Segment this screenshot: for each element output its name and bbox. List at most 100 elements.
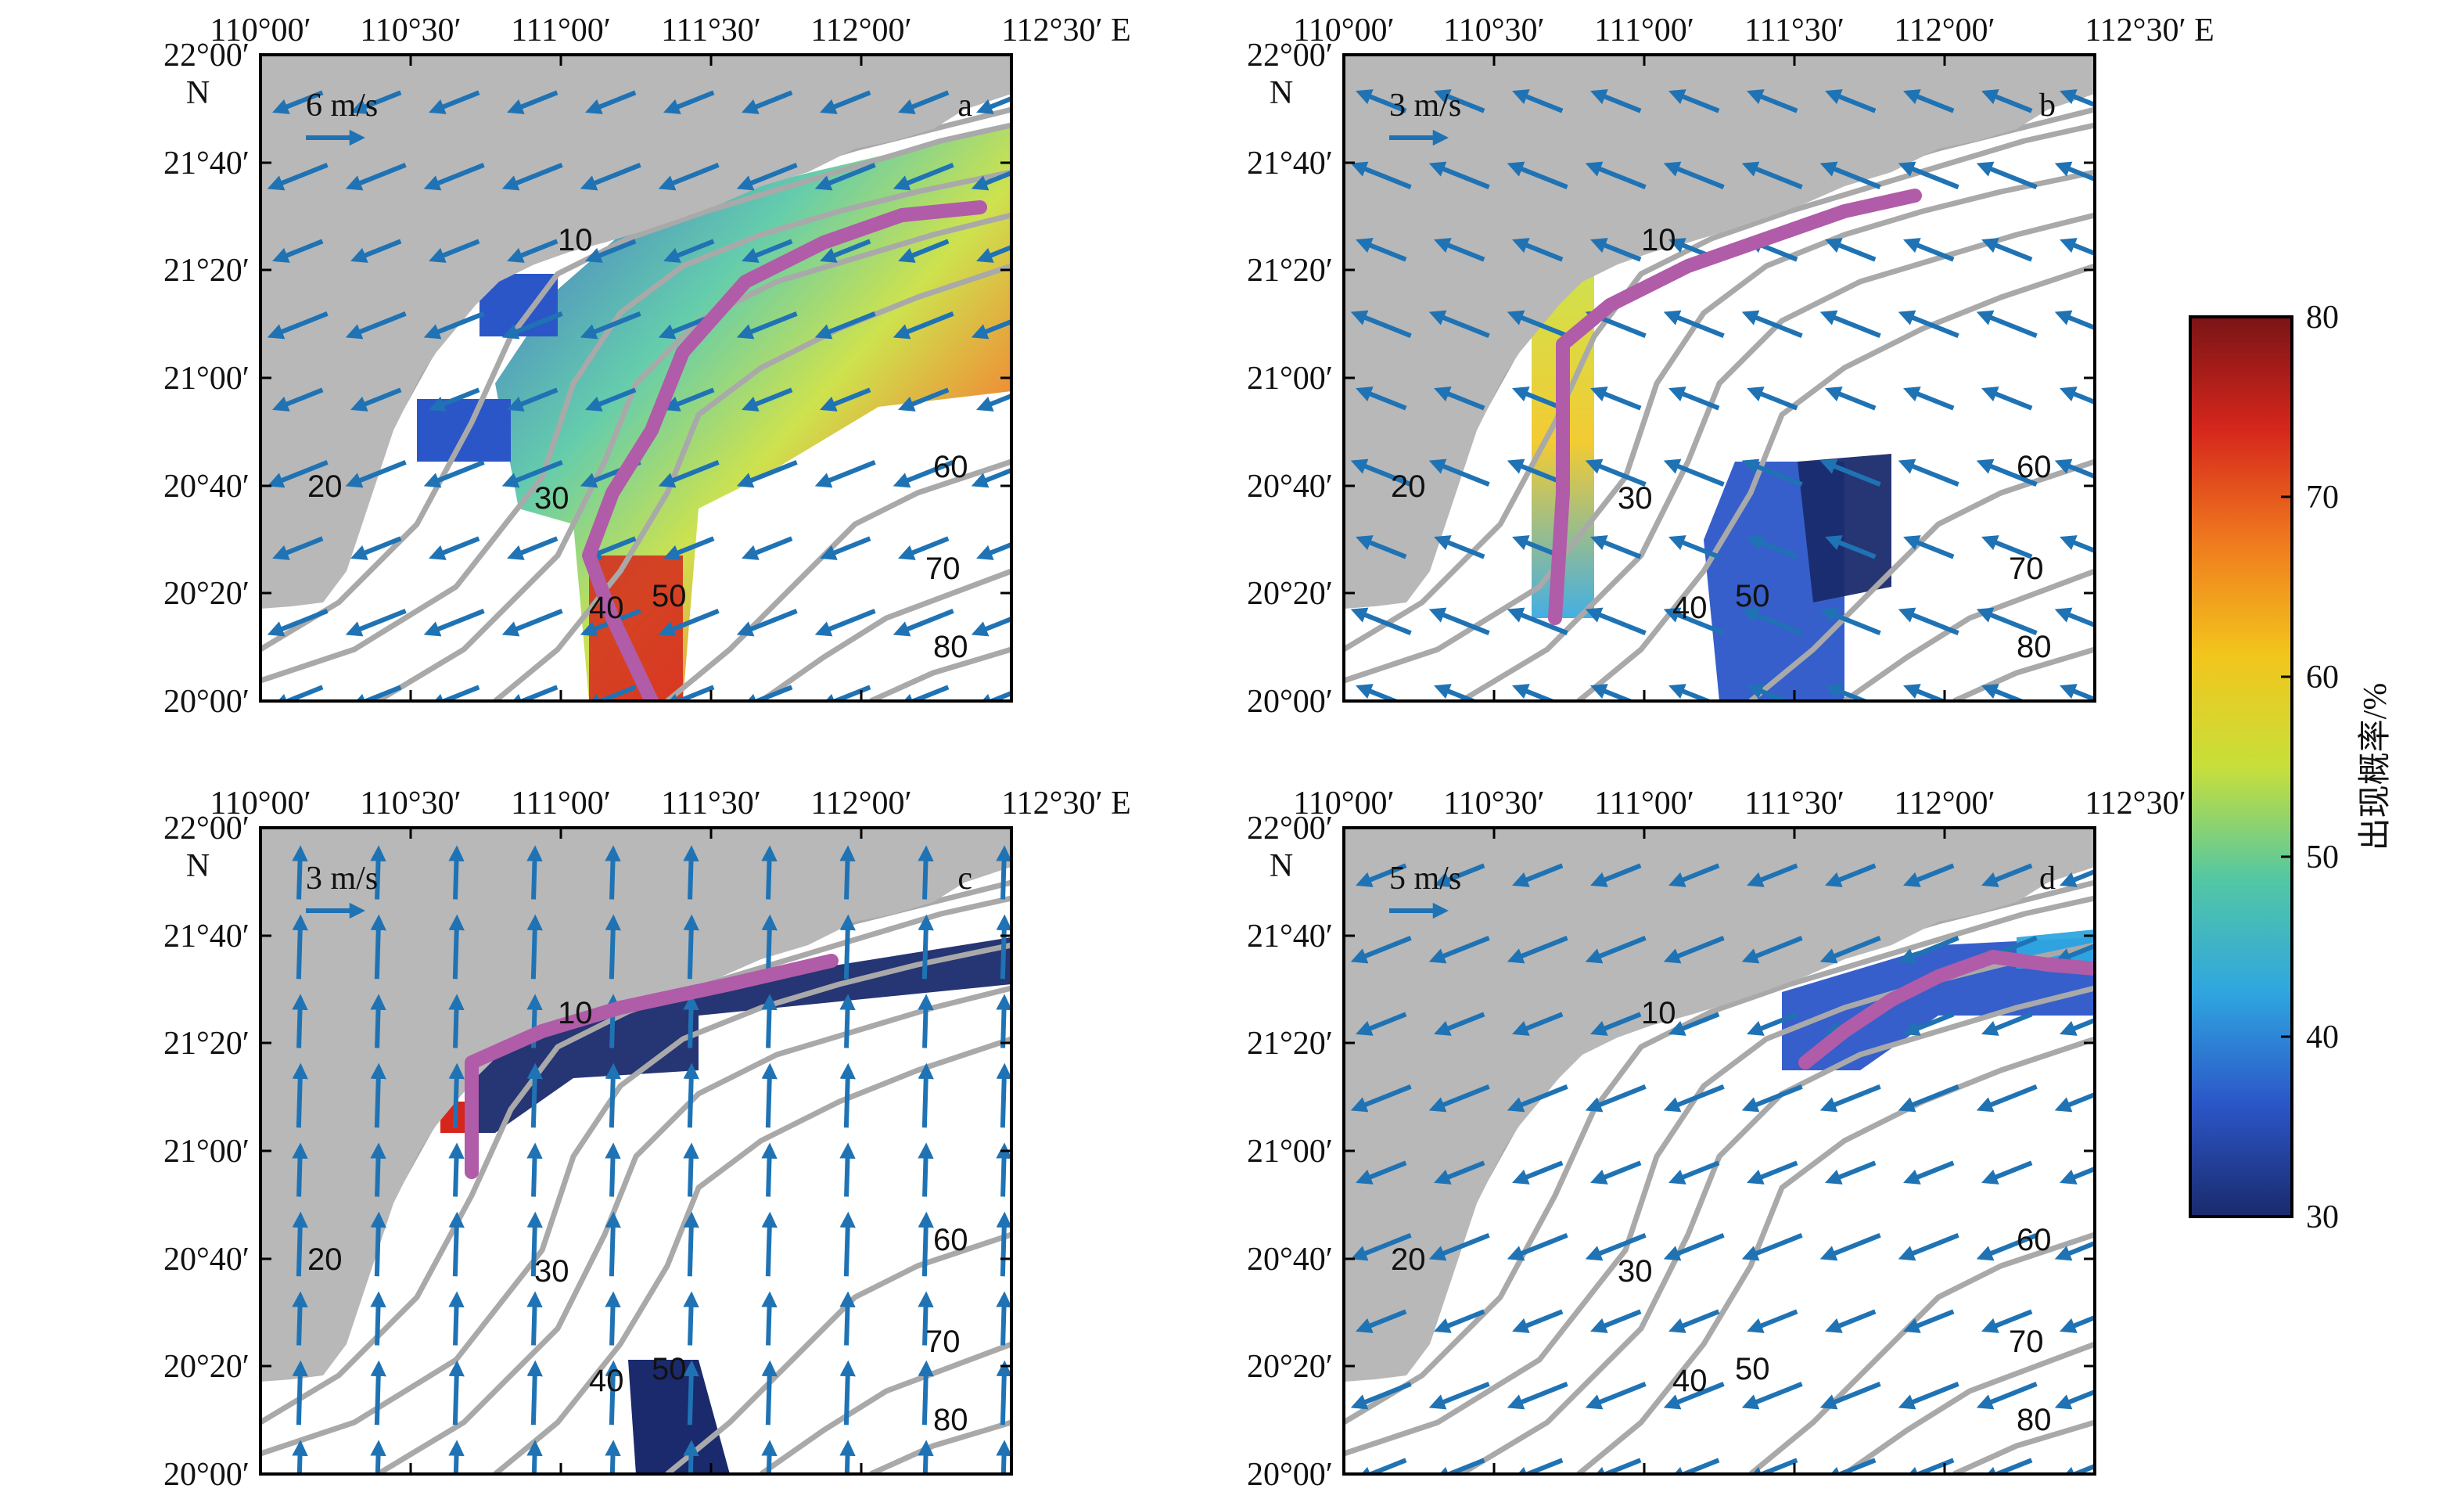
wind-arrow (1668, 386, 1720, 411)
wind-arrow (1512, 1160, 1564, 1185)
wind-arrow (370, 1211, 386, 1277)
wind-arrow (1825, 1458, 1877, 1474)
wind-arrow (898, 90, 950, 114)
wind-arrow (1825, 684, 1871, 701)
isobath-20 (1344, 122, 2095, 653)
wind-arrow (501, 311, 563, 340)
isobath-label-40: 40 (1672, 1364, 1708, 1398)
wind-arrow (2060, 1017, 2095, 1036)
longitude-tick-label: 111°30′ (1744, 786, 1844, 822)
wind-arrow (370, 845, 386, 900)
north-label: N (1270, 848, 1293, 884)
front-axis-line (1798, 950, 2095, 1070)
wind-arrow (1825, 1309, 1877, 1333)
isobath-80 (1952, 1419, 2095, 1474)
wind-arrow (1507, 936, 1568, 964)
isobath-label-60: 60 (933, 450, 968, 484)
wind-arrow (839, 1440, 856, 1474)
wind-arrow (761, 1360, 778, 1426)
probability-region-3 (417, 399, 511, 462)
wind-arrow (1903, 386, 1955, 411)
wind-arrow (971, 467, 1011, 488)
wind-arrow (918, 994, 934, 1048)
isobath-label-50: 50 (652, 579, 687, 613)
wind-arrow (918, 1360, 934, 1426)
wind-arrow (1350, 161, 1412, 189)
wind-arrow (839, 1062, 856, 1128)
wind-arrow (1356, 1458, 1407, 1474)
wind-arrow (742, 387, 793, 412)
wind-arrow (429, 90, 480, 114)
isobath-label-20: 20 (307, 469, 343, 504)
wind-arrow (1981, 684, 2028, 701)
wind-arrow (742, 90, 793, 114)
colorbar-tick-label: 60 (2306, 660, 2339, 696)
wind-arrow (1668, 684, 1715, 701)
wind-arrow (814, 460, 876, 488)
wind-arrow (605, 1062, 621, 1128)
wind-arrow (605, 1291, 621, 1346)
wind-arrow (1428, 607, 1490, 635)
wind-arrow (1668, 89, 1720, 113)
wind-arrow (585, 387, 637, 412)
wind-arrow (1585, 607, 1647, 635)
wind-arrow (658, 609, 720, 637)
wind-arrow (429, 685, 480, 701)
wind-arrow (898, 536, 950, 560)
isobath-80 (869, 646, 1011, 701)
wind-arrow (820, 239, 871, 263)
wind-arrow (1590, 1458, 1642, 1474)
wind-arrow (1898, 310, 1959, 338)
latitude-tick-label: 21°00′ (163, 361, 250, 397)
wind-arrow (1819, 310, 1881, 338)
wind-arrow (267, 460, 329, 488)
wind-arrow (350, 239, 402, 263)
isobath-label-60: 60 (2017, 1223, 2052, 1257)
wind-arrow (526, 1142, 543, 1197)
wind-arrow (526, 1360, 543, 1426)
wind-arrow (976, 690, 1011, 701)
panel-letter: c (957, 861, 972, 897)
wind-arrow (1356, 1309, 1407, 1333)
latitude-tick-label: 20°00′ (163, 1457, 250, 1493)
wind-arrow (2054, 1240, 2095, 1261)
wind-arrow (839, 914, 856, 980)
isobath-label-30: 30 (1618, 481, 1653, 516)
wind-arrow (501, 163, 563, 191)
wind-arrow (898, 239, 950, 263)
wind-arrow (996, 914, 1011, 980)
isobath-70 (759, 1341, 1011, 1474)
wind-arrow (658, 163, 720, 191)
panel-c: 10 20 30 40 50 60 70 80 110°00′ 110°30′ 111°00′ 111… (163, 786, 1131, 1493)
isobath-70 (1842, 1341, 2095, 1474)
wind-arrow (814, 163, 876, 191)
colorbar-gradient (2189, 315, 2293, 1218)
wind-arrow (976, 95, 1011, 114)
isobath-label-40: 40 (589, 1364, 624, 1398)
land-area (1344, 828, 2095, 1382)
wind-arrow (423, 311, 485, 340)
wind-arrow (971, 170, 1011, 191)
isobath-50 (1576, 263, 2095, 701)
wind-arrow (1585, 936, 1647, 964)
wind-arrow (736, 163, 798, 191)
wind-arrow (292, 1360, 308, 1426)
wind-arrow (2054, 161, 2095, 182)
front-axis-line (582, 200, 987, 701)
wind-arrow (370, 1062, 386, 1128)
latitude-tick-label: 22°00′ (1247, 811, 1333, 847)
latitude-tick-label: 20°40′ (1247, 1242, 1333, 1278)
wind-arrow (1898, 1233, 1959, 1261)
wind-arrow (2054, 1091, 2095, 1113)
wind-arrow (1507, 607, 1568, 635)
latitude-tick-label: 21°20′ (163, 253, 250, 289)
latitude-tick-label: 20°40′ (163, 469, 250, 505)
wind-arrow (1747, 89, 1798, 113)
vector-scale-label: 3 m/s (306, 861, 378, 897)
wind-vectors (1350, 863, 2095, 1474)
wind-arrow (1512, 238, 1564, 262)
wind-arrow (1663, 607, 1725, 635)
isobath-30 (1344, 169, 2095, 684)
wind-arrow (292, 1142, 308, 1197)
longitude-tick-label: 112°00′ (810, 786, 911, 822)
